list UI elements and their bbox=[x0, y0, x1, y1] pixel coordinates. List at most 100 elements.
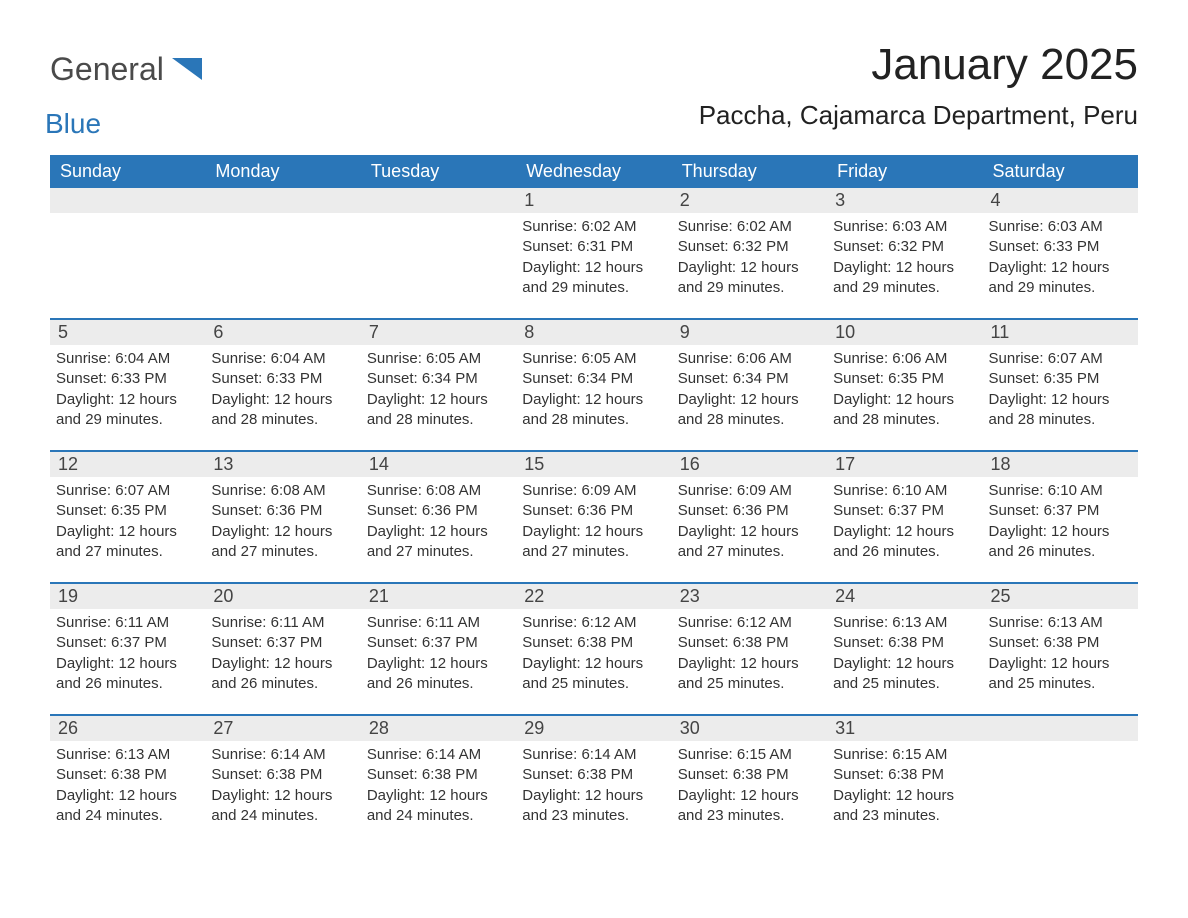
day-number: 21 bbox=[361, 584, 516, 609]
sunrise-text: Sunrise: 6:09 AM bbox=[522, 481, 665, 501]
day-content: Sunrise: 6:06 AMSunset: 6:34 PMDaylight:… bbox=[672, 345, 827, 430]
day-cell: 28Sunrise: 6:14 AMSunset: 6:38 PMDayligh… bbox=[361, 716, 516, 846]
day-number: 6 bbox=[205, 320, 360, 345]
sunrise-text: Sunrise: 6:11 AM bbox=[367, 613, 510, 633]
week-row: 26Sunrise: 6:13 AMSunset: 6:38 PMDayligh… bbox=[50, 714, 1138, 846]
day-cell: 27Sunrise: 6:14 AMSunset: 6:38 PMDayligh… bbox=[205, 716, 360, 846]
sunrise-text: Sunrise: 6:11 AM bbox=[211, 613, 354, 633]
day-content: Sunrise: 6:12 AMSunset: 6:38 PMDaylight:… bbox=[516, 609, 671, 694]
daylight-text-line1: Daylight: 12 hours bbox=[56, 390, 199, 410]
sunrise-text: Sunrise: 6:10 AM bbox=[833, 481, 976, 501]
day-cell: 15Sunrise: 6:09 AMSunset: 6:36 PMDayligh… bbox=[516, 452, 671, 582]
day-cell: 2Sunrise: 6:02 AMSunset: 6:32 PMDaylight… bbox=[672, 188, 827, 318]
daylight-text-line1: Daylight: 12 hours bbox=[989, 258, 1132, 278]
day-number: 12 bbox=[50, 452, 205, 477]
day-header-tue: Tuesday bbox=[361, 155, 516, 188]
sunrise-text: Sunrise: 6:09 AM bbox=[678, 481, 821, 501]
day-cell: 14Sunrise: 6:08 AMSunset: 6:36 PMDayligh… bbox=[361, 452, 516, 582]
header-row: General Blue January 2025 Paccha, Cajama… bbox=[50, 40, 1138, 140]
sunrise-text: Sunrise: 6:08 AM bbox=[211, 481, 354, 501]
sunrise-text: Sunrise: 6:02 AM bbox=[678, 217, 821, 237]
day-cell: 18Sunrise: 6:10 AMSunset: 6:37 PMDayligh… bbox=[983, 452, 1138, 582]
sunset-text: Sunset: 6:34 PM bbox=[522, 369, 665, 389]
day-content: Sunrise: 6:11 AMSunset: 6:37 PMDaylight:… bbox=[205, 609, 360, 694]
sunset-text: Sunset: 6:37 PM bbox=[833, 501, 976, 521]
day-number: 10 bbox=[827, 320, 982, 345]
location-title: Paccha, Cajamarca Department, Peru bbox=[699, 100, 1138, 131]
day-number: 29 bbox=[516, 716, 671, 741]
daylight-text-line2: and 25 minutes. bbox=[678, 674, 821, 694]
day-number: 14 bbox=[361, 452, 516, 477]
day-content: Sunrise: 6:12 AMSunset: 6:38 PMDaylight:… bbox=[672, 609, 827, 694]
daylight-text-line1: Daylight: 12 hours bbox=[211, 786, 354, 806]
day-number: 22 bbox=[516, 584, 671, 609]
daylight-text-line1: Daylight: 12 hours bbox=[678, 786, 821, 806]
daylight-text-line1: Daylight: 12 hours bbox=[56, 522, 199, 542]
day-content: Sunrise: 6:10 AMSunset: 6:37 PMDaylight:… bbox=[983, 477, 1138, 562]
day-number: 17 bbox=[827, 452, 982, 477]
day-header-mon: Monday bbox=[205, 155, 360, 188]
daylight-text-line2: and 27 minutes. bbox=[678, 542, 821, 562]
day-cell: 24Sunrise: 6:13 AMSunset: 6:38 PMDayligh… bbox=[827, 584, 982, 714]
title-block: January 2025 Paccha, Cajamarca Departmen… bbox=[699, 40, 1138, 131]
daylight-text-line2: and 26 minutes. bbox=[211, 674, 354, 694]
day-header-wed: Wednesday bbox=[516, 155, 671, 188]
day-number: 8 bbox=[516, 320, 671, 345]
daylight-text-line2: and 28 minutes. bbox=[989, 410, 1132, 430]
sunrise-text: Sunrise: 6:14 AM bbox=[367, 745, 510, 765]
day-content: Sunrise: 6:14 AMSunset: 6:38 PMDaylight:… bbox=[516, 741, 671, 826]
daylight-text-line2: and 23 minutes. bbox=[678, 806, 821, 826]
day-cell: 31Sunrise: 6:15 AMSunset: 6:38 PMDayligh… bbox=[827, 716, 982, 846]
calendar-page: General Blue January 2025 Paccha, Cajama… bbox=[0, 0, 1188, 876]
sunset-text: Sunset: 6:38 PM bbox=[678, 765, 821, 785]
day-header-fri: Friday bbox=[827, 155, 982, 188]
week-row: 12Sunrise: 6:07 AMSunset: 6:35 PMDayligh… bbox=[50, 450, 1138, 582]
daylight-text-line1: Daylight: 12 hours bbox=[522, 786, 665, 806]
day-number: 4 bbox=[983, 188, 1138, 213]
daylight-text-line1: Daylight: 12 hours bbox=[211, 390, 354, 410]
day-number: 19 bbox=[50, 584, 205, 609]
day-cell bbox=[361, 188, 516, 318]
daylight-text-line1: Daylight: 12 hours bbox=[367, 654, 510, 674]
sunset-text: Sunset: 6:35 PM bbox=[989, 369, 1132, 389]
daylight-text-line1: Daylight: 12 hours bbox=[833, 786, 976, 806]
day-cell: 10Sunrise: 6:06 AMSunset: 6:35 PMDayligh… bbox=[827, 320, 982, 450]
day-cell: 6Sunrise: 6:04 AMSunset: 6:33 PMDaylight… bbox=[205, 320, 360, 450]
daylight-text-line2: and 26 minutes. bbox=[56, 674, 199, 694]
sunrise-text: Sunrise: 6:12 AM bbox=[522, 613, 665, 633]
day-content: Sunrise: 6:05 AMSunset: 6:34 PMDaylight:… bbox=[516, 345, 671, 430]
daylight-text-line2: and 24 minutes. bbox=[56, 806, 199, 826]
calendar-grid: Sunday Monday Tuesday Wednesday Thursday… bbox=[50, 155, 1138, 846]
daylight-text-line1: Daylight: 12 hours bbox=[367, 786, 510, 806]
day-content: Sunrise: 6:14 AMSunset: 6:38 PMDaylight:… bbox=[205, 741, 360, 826]
sunset-text: Sunset: 6:36 PM bbox=[678, 501, 821, 521]
daylight-text-line1: Daylight: 12 hours bbox=[678, 522, 821, 542]
day-number: 2 bbox=[672, 188, 827, 213]
daylight-text-line2: and 26 minutes. bbox=[989, 542, 1132, 562]
daylight-text-line1: Daylight: 12 hours bbox=[833, 654, 976, 674]
day-content: Sunrise: 6:05 AMSunset: 6:34 PMDaylight:… bbox=[361, 345, 516, 430]
day-header-row: Sunday Monday Tuesday Wednesday Thursday… bbox=[50, 155, 1138, 188]
day-number: 24 bbox=[827, 584, 982, 609]
day-number: 23 bbox=[672, 584, 827, 609]
day-number: 15 bbox=[516, 452, 671, 477]
day-number: 26 bbox=[50, 716, 205, 741]
sunset-text: Sunset: 6:38 PM bbox=[56, 765, 199, 785]
month-title: January 2025 bbox=[699, 40, 1138, 90]
sunset-text: Sunset: 6:33 PM bbox=[56, 369, 199, 389]
day-cell: 19Sunrise: 6:11 AMSunset: 6:37 PMDayligh… bbox=[50, 584, 205, 714]
day-cell: 12Sunrise: 6:07 AMSunset: 6:35 PMDayligh… bbox=[50, 452, 205, 582]
weeks-container: 1Sunrise: 6:02 AMSunset: 6:31 PMDaylight… bbox=[50, 188, 1138, 846]
day-cell: 17Sunrise: 6:10 AMSunset: 6:37 PMDayligh… bbox=[827, 452, 982, 582]
daylight-text-line2: and 23 minutes. bbox=[833, 806, 976, 826]
sunrise-text: Sunrise: 6:10 AM bbox=[989, 481, 1132, 501]
daylight-text-line1: Daylight: 12 hours bbox=[522, 522, 665, 542]
day-header-sun: Sunday bbox=[50, 155, 205, 188]
daylight-text-line2: and 27 minutes. bbox=[56, 542, 199, 562]
day-cell: 22Sunrise: 6:12 AMSunset: 6:38 PMDayligh… bbox=[516, 584, 671, 714]
daylight-text-line1: Daylight: 12 hours bbox=[56, 654, 199, 674]
sunset-text: Sunset: 6:37 PM bbox=[56, 633, 199, 653]
sunrise-text: Sunrise: 6:15 AM bbox=[678, 745, 821, 765]
day-header-thu: Thursday bbox=[672, 155, 827, 188]
sunset-text: Sunset: 6:38 PM bbox=[833, 633, 976, 653]
